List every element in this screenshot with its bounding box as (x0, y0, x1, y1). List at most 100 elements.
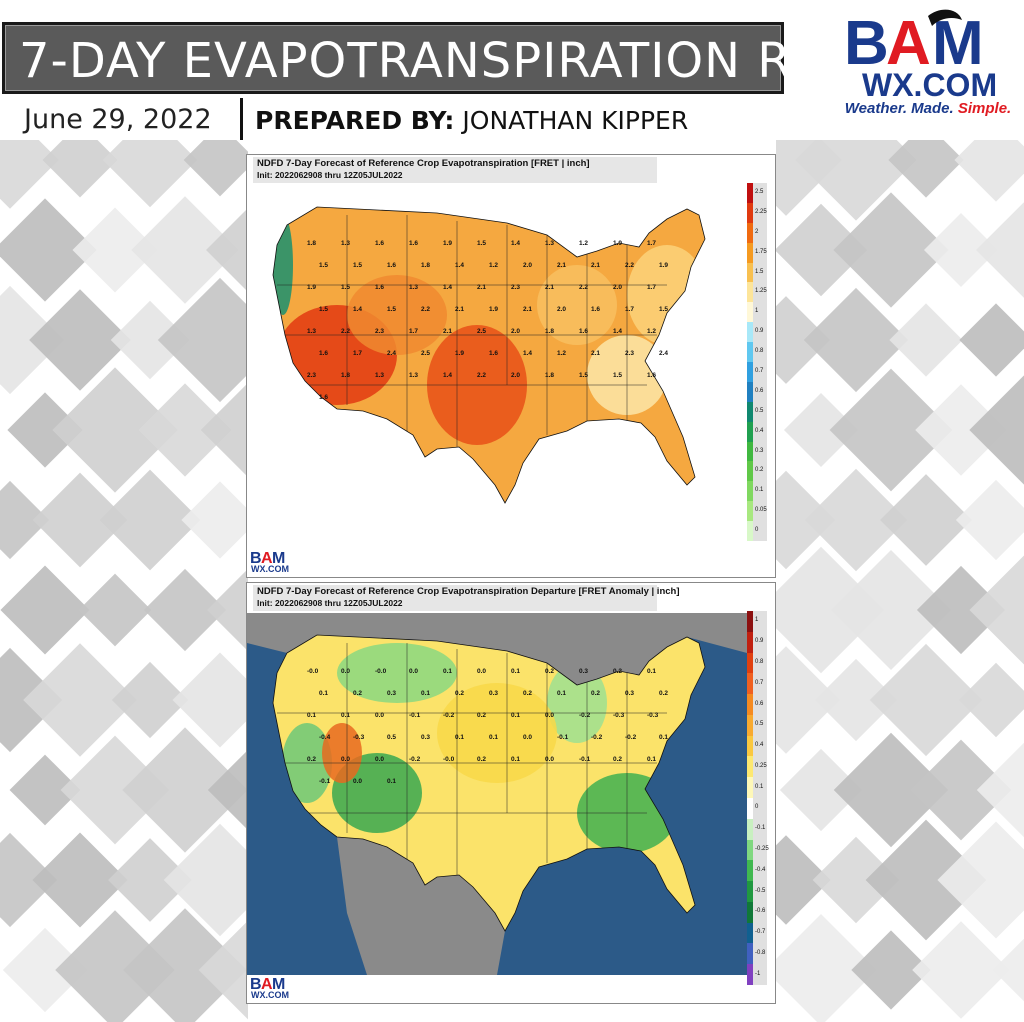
colorbar-tick-label: 0.7 (755, 679, 764, 686)
background-diamond (851, 930, 931, 1010)
map-value-label: 0.2 (523, 690, 532, 697)
map-value-label: -0.0 (307, 668, 319, 675)
background-diamond (888, 140, 964, 198)
colorbar-swatch (747, 860, 753, 882)
colorbar-tick-label: -0.1 (755, 825, 766, 832)
background-diamond (183, 140, 248, 197)
background-diamond (200, 382, 248, 478)
map-value-label: 1.7 (647, 240, 656, 247)
map-value-label: 0.0 (375, 756, 384, 763)
background-diamond (0, 565, 90, 655)
background-diamond (776, 296, 830, 384)
colorbar-evapotranspiration: 2.5 2.25 2 1.75 1.5 1.25 1 0.9 0.8 0.7 0.6 0.5 0.4 0.… (747, 183, 767, 541)
evapotranspiration-map: 1.8 1.3 1.6 1.6 1.9 1.5 1.4 1.3 1.2 1.9 1.7 1.5 1.5 1… (247, 185, 747, 545)
colorbar-tick-label: 0.05 (755, 507, 767, 514)
shade-region-3 (547, 663, 607, 743)
map-value-label: 1.6 (409, 240, 418, 247)
background-diamond (976, 742, 1024, 838)
colorbar-swatch (747, 222, 753, 243)
conus-outline (272, 206, 706, 504)
background-diamond (910, 739, 1012, 841)
map-value-label: 1.7 (647, 284, 656, 291)
colorbar-tick-label: 0 (755, 804, 759, 811)
colorbar-swatch (747, 481, 753, 502)
background-diamond (779, 748, 863, 832)
background-diamond (99, 469, 201, 571)
map-value-label: -0.2 (591, 734, 603, 741)
map-value-label: 0.1 (647, 756, 656, 763)
map-value-label: 1.6 (319, 394, 328, 401)
map-value-label: 2.4 (659, 350, 668, 357)
map-value-label: 2.1 (477, 284, 486, 291)
background-diamond (776, 546, 885, 674)
map-value-label: 1.5 (341, 284, 350, 291)
shade-region-0 (337, 643, 457, 703)
background-diamond (181, 481, 248, 559)
colorbar-swatch (747, 881, 753, 902)
colorbar-tick-label: 0.25 (755, 762, 767, 769)
map-value-label: 1.8 (307, 240, 316, 247)
background-diamond (0, 198, 97, 302)
background-diamond (32, 832, 128, 928)
map-value-label: 0.0 (341, 756, 350, 763)
background-diamond (992, 938, 1024, 1002)
map-init: Init: 2022062908 thru 12Z05JUL2022 (257, 170, 403, 180)
colorbar-swatch (747, 242, 753, 263)
colorbar-label-bg (753, 611, 767, 985)
map-value-label: 0.0 (353, 778, 362, 785)
prepared-name: JONATHAN KIPPER (462, 106, 689, 135)
map-value-label: 0.1 (455, 734, 464, 741)
map-value-label: 1.9 (489, 306, 498, 313)
map-value-label: 1.8 (545, 328, 554, 335)
colorbar-swatch (747, 777, 753, 798)
map-value-label: 1.8 (421, 262, 430, 269)
background-pattern-left (0, 140, 248, 1022)
departure-map: -0.0 0.0 -0.0 0.0 0.1 0.0 0.1 0.2 0.3 0.2 0.1 0.1 0.… (247, 613, 747, 975)
shade-region-6 (437, 683, 557, 783)
map-value-label: 0.1 (489, 734, 498, 741)
map-value-label: 1.5 (387, 306, 396, 313)
map-value-label: 0.0 (523, 734, 532, 741)
map-value-label: 1.4 (523, 350, 532, 357)
map-value-label: 2.0 (557, 306, 566, 313)
bam-logo-mark: B A M WX.COM (844, 9, 997, 103)
map-value-label: 1.4 (613, 328, 622, 335)
title-banner: 7-DAY EVAPOTRANSPIRATION RATE (2, 22, 880, 94)
colorbar-swatch (747, 631, 753, 653)
map-value-label: 1.4 (455, 262, 464, 269)
map-value-label: 1.7 (409, 328, 418, 335)
map-value-label: 2.3 (511, 284, 520, 291)
colorbar-swatch (747, 673, 753, 695)
colorbar-label-bg (753, 183, 767, 541)
background-diamond (123, 908, 247, 1022)
map-value-label: 0.0 (477, 668, 486, 675)
map-header: NDFD 7-Day Forecast of Reference Crop Ev… (253, 585, 680, 611)
map-value-label: 0.3 (387, 690, 396, 697)
map-value-label: 0.1 (443, 668, 452, 675)
background-diamond (102, 140, 198, 208)
background-diamond (0, 140, 59, 209)
map-value-label: 1.6 (319, 350, 328, 357)
map-value-label: 1.2 (579, 240, 588, 247)
map-value-label: 0.1 (421, 690, 430, 697)
map-value-label: 0.0 (545, 756, 554, 763)
map-value-label: 2.2 (341, 328, 350, 335)
map-value-label: 1.8 (545, 372, 554, 379)
map-value-label: 1.5 (579, 372, 588, 379)
colorbar-swatch (747, 652, 753, 674)
logo-site: WX.COM (862, 67, 997, 102)
background-diamond (0, 832, 58, 928)
map-value-label: 1.9 (455, 350, 464, 357)
map-value-label: 1.6 (579, 328, 588, 335)
colorbar-tick-label: 2.5 (755, 188, 764, 195)
background-diamond (122, 727, 248, 853)
logo-tagline-2: Simple. (957, 100, 1012, 117)
colorbar-swatch (747, 461, 753, 482)
colorbar-swatch (747, 521, 753, 541)
map-value-label: 0.2 (591, 690, 600, 697)
background-diamond (206, 208, 248, 292)
background-diamond (138, 383, 232, 477)
colorbar-swatch (747, 964, 753, 985)
map-value-label: 1.3 (409, 372, 418, 379)
colorbar-tick-label: 0.8 (755, 658, 764, 665)
